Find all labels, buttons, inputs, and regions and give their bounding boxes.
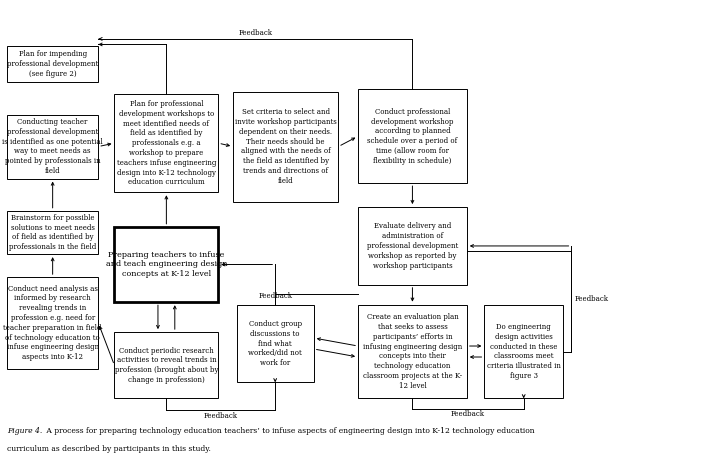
- Text: Conducting teacher
professional development
is identified as one potential
way t: Conducting teacher professional developm…: [2, 118, 103, 175]
- Text: Figure 4.: Figure 4.: [7, 427, 42, 435]
- Text: Feedback: Feedback: [204, 412, 238, 420]
- Text: Feedback: Feedback: [574, 295, 608, 303]
- Text: Plan for impending
professional development
(see figure 2): Plan for impending professional developm…: [7, 50, 98, 78]
- Text: Conduct periodic research
activities to reveal trends in
profession (brought abo: Conduct periodic research activities to …: [114, 347, 218, 384]
- Text: Feedback: Feedback: [258, 292, 292, 300]
- FancyBboxPatch shape: [7, 211, 98, 254]
- FancyBboxPatch shape: [114, 94, 218, 192]
- Text: A process for preparing technology education teachers’ to infuse aspects of engi: A process for preparing technology educa…: [44, 427, 534, 435]
- Text: Conduct professional
development workshop
according to planned
schedule over a p: Conduct professional development worksho…: [367, 108, 458, 165]
- FancyBboxPatch shape: [7, 277, 98, 369]
- Text: Do engineering
design activities
conducted in these
classrooms meet
criteria ill: Do engineering design activities conduct…: [486, 323, 561, 380]
- Text: Set criteria to select and
invite workshop participants
dependent on their needs: Set criteria to select and invite worksh…: [235, 108, 336, 185]
- FancyBboxPatch shape: [358, 305, 467, 398]
- FancyBboxPatch shape: [7, 114, 98, 179]
- FancyBboxPatch shape: [114, 227, 218, 302]
- Text: Conduct group
discussions to
find what
worked/did not
work for: Conduct group discussions to find what w…: [249, 320, 302, 367]
- Text: curriculum as described by participants in this study.: curriculum as described by participants …: [7, 445, 211, 453]
- Text: Feedback: Feedback: [451, 410, 485, 418]
- FancyBboxPatch shape: [358, 207, 467, 285]
- FancyBboxPatch shape: [484, 305, 563, 398]
- Text: Create an evaluation plan
that seeks to assess
participants’ efforts in
infusing: Create an evaluation plan that seeks to …: [363, 313, 462, 390]
- FancyBboxPatch shape: [7, 46, 98, 82]
- Text: Preparing teachers to infuse
and teach engineering design
concepts at K-12 level: Preparing teachers to infuse and teach e…: [105, 251, 227, 278]
- FancyBboxPatch shape: [237, 305, 314, 382]
- Text: Feedback: Feedback: [239, 29, 272, 37]
- Text: Plan for professional
development workshops to
meet identified needs of
field as: Plan for professional development worksh…: [117, 100, 216, 186]
- Text: Conduct need analysis as
informed by research
revealing trends in
profession e.g: Conduct need analysis as informed by res…: [4, 284, 102, 361]
- FancyBboxPatch shape: [233, 92, 338, 202]
- FancyBboxPatch shape: [358, 89, 467, 183]
- FancyBboxPatch shape: [114, 332, 218, 398]
- Text: Brainstorm for possible
solutions to meet needs
of field as identified by
profes: Brainstorm for possible solutions to mee…: [9, 214, 96, 251]
- Text: Evaluate delivery and
administration of
professional development
workshop as rep: Evaluate delivery and administration of …: [367, 222, 458, 270]
